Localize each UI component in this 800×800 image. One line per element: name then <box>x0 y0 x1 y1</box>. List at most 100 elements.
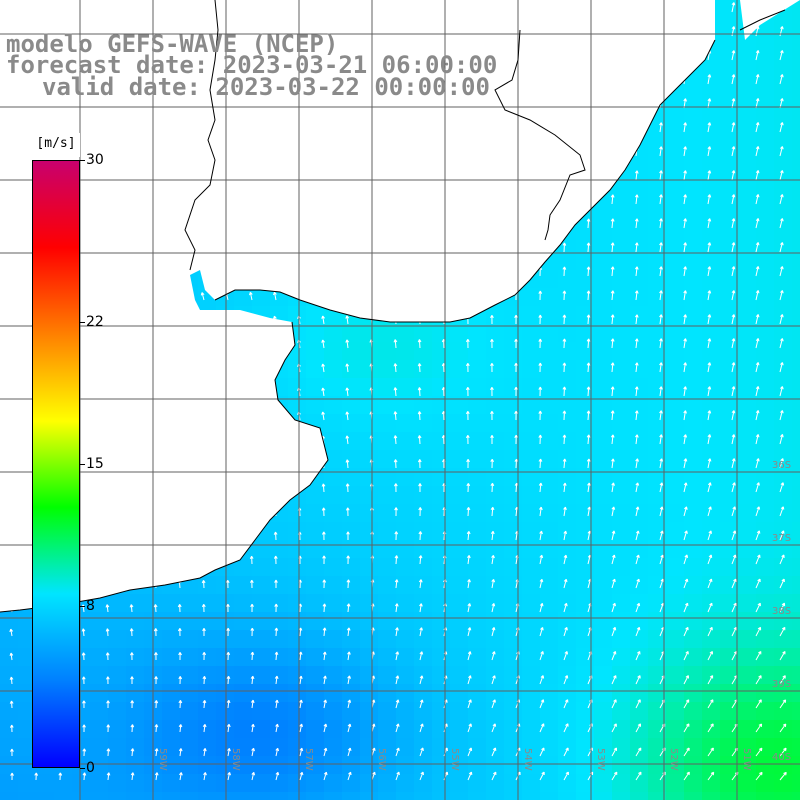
field-cell <box>648 162 666 180</box>
wind-arrow <box>250 603 254 613</box>
field-cell <box>288 396 306 414</box>
field-cell <box>612 684 630 702</box>
wind-arrow <box>731 290 736 301</box>
field-cell <box>252 702 270 720</box>
field-cell <box>774 666 792 684</box>
field-cell <box>648 252 666 270</box>
wind-arrow <box>203 772 207 781</box>
field-cell <box>468 702 486 720</box>
wind-arrow <box>755 458 760 469</box>
field-cell <box>522 504 540 522</box>
field-cell <box>774 612 792 630</box>
field-cell <box>702 594 720 612</box>
wind-arrow <box>611 699 617 709</box>
wind-arrow <box>755 506 761 517</box>
field-cell <box>684 414 702 432</box>
wind-arrow <box>707 386 712 397</box>
wind-arrow <box>419 699 424 709</box>
field-cell <box>270 738 288 756</box>
field-cell <box>702 90 720 108</box>
field-cell <box>216 756 234 774</box>
field-cell <box>702 234 720 252</box>
field-cell <box>720 36 738 54</box>
wind-arrow <box>490 338 494 349</box>
field-cell <box>576 630 594 648</box>
wind-arrow <box>707 362 712 373</box>
field-cell <box>252 648 270 666</box>
field-cell <box>432 342 450 360</box>
field-cell <box>414 342 432 360</box>
field-cell <box>306 774 324 792</box>
field-cell <box>486 324 504 342</box>
field-cell <box>702 252 720 270</box>
wind-arrow <box>707 242 712 253</box>
field-cell <box>486 450 504 468</box>
field-cell <box>468 324 486 342</box>
field-cell <box>558 342 576 360</box>
field-cell <box>324 756 342 774</box>
wind-arrow <box>683 242 687 253</box>
field-cell <box>432 594 450 612</box>
wind-arrow <box>635 747 642 757</box>
field-cell <box>684 306 702 324</box>
field-cell <box>792 576 800 594</box>
field-cell <box>612 378 630 396</box>
wind-arrow <box>563 747 569 757</box>
wind-arrow <box>323 747 328 757</box>
field-cell <box>774 792 792 800</box>
wind-arrow <box>683 602 689 613</box>
field-cell <box>252 612 270 630</box>
wind-arrow <box>755 98 760 109</box>
field-cell <box>648 576 666 594</box>
wind-arrow <box>659 314 663 325</box>
field-cell <box>432 648 450 666</box>
field-cell <box>666 432 684 450</box>
field-cell <box>522 702 540 720</box>
wind-arrow <box>683 290 687 301</box>
field-cell <box>792 234 800 252</box>
field-cell <box>342 396 360 414</box>
wind-arrow <box>683 98 687 109</box>
wind-arrow <box>467 771 473 781</box>
field-cell <box>378 576 396 594</box>
wind-arrow <box>755 338 760 349</box>
wind-arrow <box>130 700 135 709</box>
field-cell <box>756 774 774 792</box>
field-cell <box>270 630 288 648</box>
wind-arrow <box>779 675 786 685</box>
field-cell <box>720 18 738 36</box>
field-cell <box>756 252 774 270</box>
wind-arrow <box>755 626 762 637</box>
field-cell <box>666 198 684 216</box>
field-cell <box>108 648 126 666</box>
field-cell <box>450 684 468 702</box>
field-cell <box>540 648 558 666</box>
field-cell <box>180 756 198 774</box>
field-cell <box>774 414 792 432</box>
longitude-label: 51W <box>741 748 752 771</box>
wind-arrow <box>395 723 400 733</box>
field-cell <box>396 486 414 504</box>
wind-arrow <box>81 676 86 685</box>
wind-arrow <box>586 434 591 445</box>
field-cell <box>702 378 720 396</box>
title-valid-date: valid date: 2023-03-22 00:00:00 <box>42 73 490 101</box>
field-cell <box>738 576 756 594</box>
field-cell <box>504 432 522 450</box>
wind-arrow <box>707 434 712 445</box>
field-cell <box>324 432 342 450</box>
field-cell <box>486 432 504 450</box>
field-cell <box>18 792 36 800</box>
wind-arrow <box>538 458 543 469</box>
wind-arrow <box>611 626 617 637</box>
field-cell <box>324 540 342 558</box>
field-cell <box>702 414 720 432</box>
field-cell <box>666 450 684 468</box>
wind-arrow <box>394 555 399 565</box>
field-cell <box>774 270 792 288</box>
field-cell <box>738 648 756 666</box>
field-cell <box>684 702 702 720</box>
wind-arrow <box>610 410 615 421</box>
field-cell <box>360 396 378 414</box>
